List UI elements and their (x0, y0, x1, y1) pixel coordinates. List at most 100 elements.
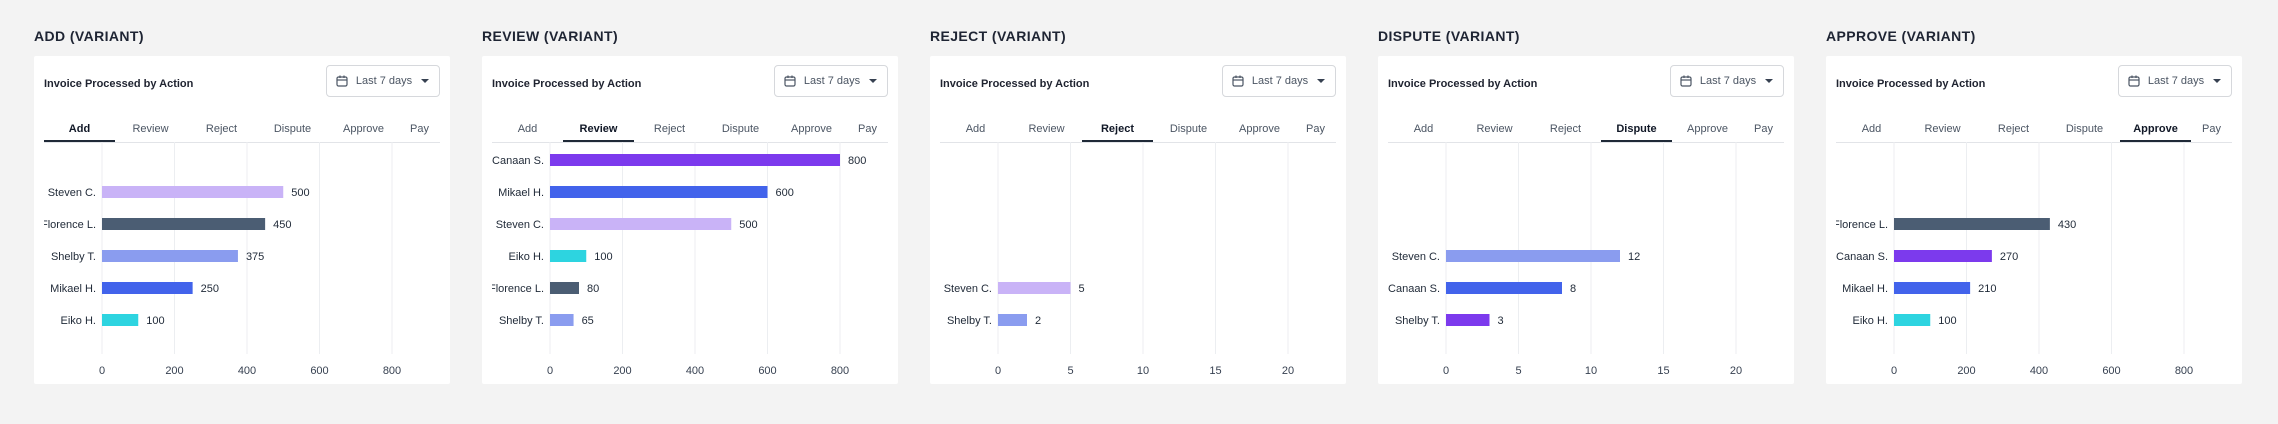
y-category-label: Canaan S. (1836, 251, 1888, 263)
x-tick-label: 400 (238, 365, 256, 377)
tab-approve[interactable]: Approve (1239, 123, 1280, 135)
variant-panel: REJECT (VARIANT) Invoice Processed by Act… (930, 0, 1348, 424)
tab-reject[interactable]: Reject (1997, 123, 2030, 135)
chart-card: Invoice Processed by Action Last 7 days Ad… (930, 56, 1346, 384)
tab-reject[interactable]: Reject (653, 123, 686, 135)
tab-reject[interactable]: Reject (1082, 118, 1153, 142)
bar-value-label: 250 (201, 283, 219, 295)
tab-add[interactable]: Add (1413, 123, 1434, 135)
tab-add[interactable]: Add (1861, 123, 1882, 135)
bar-value-label: 500 (291, 187, 309, 199)
card-title: Invoice Processed by Action (1388, 78, 1538, 90)
chart-card: Invoice Processed by Action Last 7 days Ad… (1826, 56, 2242, 384)
tab-add[interactable]: Add (44, 118, 115, 142)
bar (1894, 218, 2050, 230)
date-range-dropdown[interactable]: Last 7 days (1670, 65, 1784, 97)
action-tabs: Add Review Reject Dispute Approve Pay (1388, 118, 1784, 143)
card-title: Invoice Processed by Action (1836, 78, 1986, 90)
bar (1446, 250, 1620, 262)
bar-value-label: 65 (582, 315, 594, 327)
bar (1894, 314, 1931, 326)
tab-pay[interactable]: Pay (1306, 123, 1325, 135)
bar-chart: 0 200 400 600 800 Canaan S. 800 Mikael H. 600 Ste… (492, 142, 866, 377)
x-tick-label: 600 (2102, 365, 2120, 377)
y-category-label: Mikael H. (50, 283, 96, 295)
y-category-label: Mikael H. (498, 187, 544, 199)
tab-add[interactable]: Add (517, 123, 538, 135)
bar-value-label: 3 (1498, 315, 1504, 327)
tab-add[interactable]: Add (965, 123, 986, 135)
variant-panel: APPROVE (VARIANT) Invoice Processed by Ac… (1826, 0, 2244, 424)
variant-title: ADD (VARIANT) (34, 28, 144, 44)
tab-reject[interactable]: Reject (1549, 123, 1582, 135)
bar (102, 186, 284, 198)
bar (1446, 282, 1562, 294)
bar-chart: 0 5 10 15 20 Steven C. 5 Shelby T. 2 (944, 142, 1294, 377)
y-category-label: Eiko H. (1853, 315, 1888, 327)
x-tick-label: 5 (1515, 365, 1521, 377)
chevron-down-icon (2212, 78, 2222, 84)
x-tick-label: 400 (2030, 365, 2048, 377)
tab-reject[interactable]: Reject (205, 123, 238, 135)
tab-approve[interactable]: Approve (343, 123, 384, 135)
tab-approve[interactable]: Approve (791, 123, 832, 135)
date-range-dropdown[interactable]: Last 7 days (1222, 65, 1336, 97)
tab-review[interactable]: Review (1028, 123, 1065, 135)
x-tick-label: 800 (383, 365, 401, 377)
x-tick-label: 400 (686, 365, 704, 377)
tab-dispute[interactable]: Dispute (721, 123, 760, 135)
bar-value-label: 2 (1035, 315, 1041, 327)
date-range-dropdown[interactable]: Last 7 days (774, 65, 888, 97)
variant-panel: ADD (VARIANT) Invoice Processed by Action… (34, 0, 452, 424)
card-title: Invoice Processed by Action (44, 78, 194, 90)
x-tick-label: 200 (165, 365, 183, 377)
bar (102, 282, 193, 294)
action-tabs: Add Review Reject Dispute Approve Pay (492, 118, 888, 143)
bar-value-label: 375 (246, 251, 264, 263)
tab-review[interactable]: Review (1476, 123, 1513, 135)
tab-pay[interactable]: Pay (1754, 123, 1773, 135)
tab-pay[interactable]: Pay (410, 123, 429, 135)
action-tabs: Add Review Reject Dispute Approve Pay (44, 118, 440, 143)
bar-value-label: 450 (273, 219, 291, 231)
tab-review[interactable]: Review (132, 123, 169, 135)
variant-title: REVIEW (VARIANT) (482, 28, 619, 44)
x-tick-label: 0 (995, 365, 1001, 377)
x-tick-label: 5 (1067, 365, 1073, 377)
y-category-label: Steven C. (48, 187, 96, 199)
bar (102, 250, 238, 262)
bar-value-label: 430 (2058, 219, 2076, 231)
bar (550, 154, 840, 166)
bar-value-label: 600 (776, 187, 794, 199)
tab-approve[interactable]: Approve (1687, 123, 1728, 135)
date-range-label: Last 7 days (1699, 75, 1757, 87)
chevron-down-icon (1316, 78, 1326, 84)
calendar-icon (336, 75, 348, 87)
bar (550, 218, 732, 230)
date-range-dropdown[interactable]: Last 7 days (326, 65, 440, 97)
bar-value-label: 5 (1079, 283, 1085, 295)
tab-review[interactable]: Review (1924, 123, 1961, 135)
tab-pay[interactable]: Pay (2202, 123, 2221, 135)
tab-dispute[interactable]: Dispute (1601, 118, 1672, 142)
card-title: Invoice Processed by Action (940, 78, 1090, 90)
bar (1446, 314, 1490, 326)
bar-value-label: 100 (1938, 315, 1956, 327)
tab-dispute[interactable]: Dispute (1169, 123, 1208, 135)
tab-approve[interactable]: Approve (2120, 118, 2191, 142)
date-range-dropdown[interactable]: Last 7 days (2118, 65, 2232, 97)
x-tick-label: 600 (758, 365, 776, 377)
x-tick-label: 200 (613, 365, 631, 377)
tab-pay[interactable]: Pay (858, 123, 877, 135)
bar (550, 314, 574, 326)
tab-dispute[interactable]: Dispute (2065, 123, 2104, 135)
bar-chart: 0 5 10 15 20 Steven C. 12 Canaan S. 8 Shelby T. 3 (1388, 142, 1742, 377)
tab-review[interactable]: Review (563, 118, 634, 142)
tab-dispute[interactable]: Dispute (273, 123, 312, 135)
variant-panel: DISPUTE (VARIANT) Invoice Processed by Ac… (1378, 0, 1796, 424)
bar-value-label: 270 (2000, 251, 2018, 263)
variant-title: APPROVE (VARIANT) (1826, 28, 1976, 44)
bar-value-label: 500 (739, 219, 757, 231)
bar (550, 186, 768, 198)
bar (550, 282, 579, 294)
